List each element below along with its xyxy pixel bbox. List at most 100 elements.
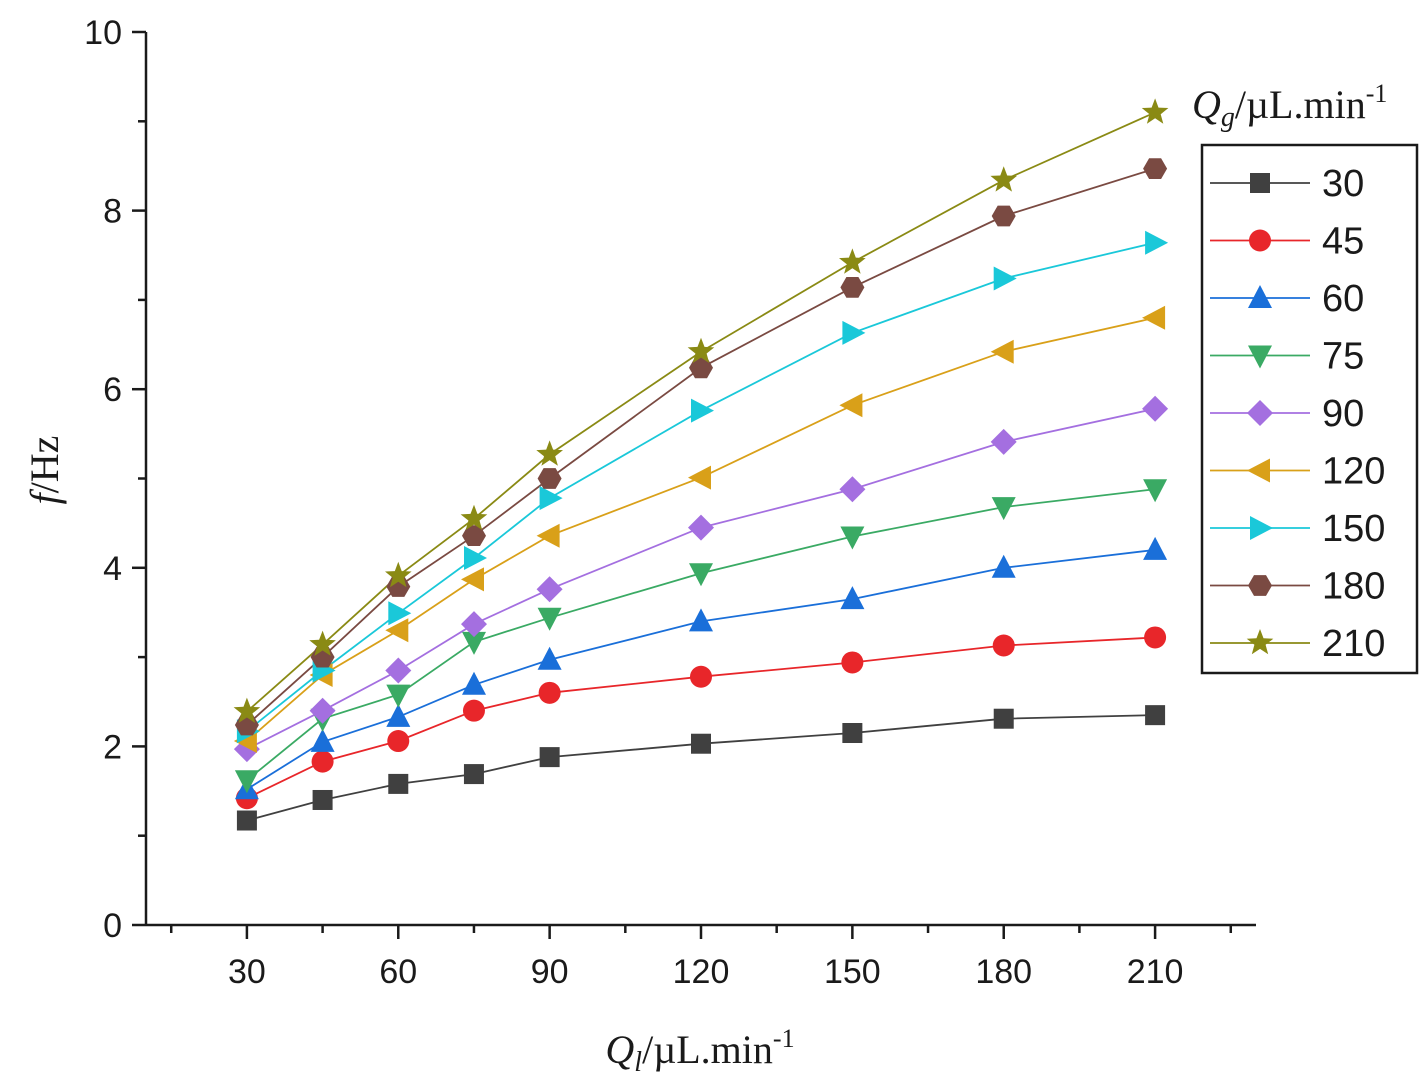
data-point-60 <box>310 728 335 752</box>
legend-label-210: 210 <box>1322 623 1385 665</box>
data-point-90 <box>688 514 714 541</box>
data-point-120 <box>536 523 560 548</box>
data-point-45 <box>387 730 410 753</box>
data-point-90 <box>536 576 563 603</box>
data-point-90 <box>990 428 1017 455</box>
legend-marker-45 <box>1249 229 1271 252</box>
series-lines <box>246 111 1156 822</box>
data-point-150 <box>691 398 714 423</box>
data-point-210 <box>687 337 715 363</box>
data-point-60 <box>537 646 562 670</box>
data-point-75 <box>840 526 865 550</box>
data-point-30 <box>993 708 1014 729</box>
data-point-45 <box>462 699 485 722</box>
series-line-180 <box>246 167 1156 726</box>
legend-marker-180 <box>1248 575 1272 596</box>
data-point-180 <box>991 205 1016 227</box>
legend-label-90: 90 <box>1322 393 1364 435</box>
data-point-150 <box>464 546 487 570</box>
x-tick-label: 30 <box>228 953 266 991</box>
legend-marker-60 <box>1248 285 1272 308</box>
data-point-30 <box>1145 705 1166 726</box>
data-point-150 <box>842 320 866 345</box>
data-point-60 <box>689 608 713 632</box>
legend-label-30: 30 <box>1322 163 1364 205</box>
data-point-210 <box>839 248 866 274</box>
series-line-30 <box>246 714 1156 822</box>
data-point-45 <box>311 750 334 773</box>
data-point-180 <box>537 468 562 489</box>
y-tick-label: 0 <box>103 907 122 945</box>
data-point-150 <box>539 486 563 511</box>
legend: 30 45 60 75 90 120 150 180 210 <box>1200 143 1419 675</box>
data-point-90 <box>1142 395 1169 422</box>
y-axis-title: f/Hz <box>22 436 67 505</box>
legend-label-75: 75 <box>1322 336 1364 378</box>
data-point-210 <box>1141 98 1169 124</box>
data-point-60 <box>386 703 411 727</box>
data-point-180 <box>689 357 713 379</box>
data-point-30 <box>312 789 333 810</box>
data-point-45 <box>841 651 864 674</box>
data-point-120 <box>461 567 484 592</box>
x-tick-label: 60 <box>379 953 417 991</box>
y-tick-label: 10 <box>84 14 122 52</box>
legend-marker-90 <box>1247 400 1273 426</box>
legend-marker-75 <box>1248 345 1272 369</box>
y-tick-label: 6 <box>103 371 122 409</box>
legend-marker-150 <box>1250 516 1273 540</box>
legend-marker-30 <box>1250 173 1270 193</box>
data-point-210 <box>385 561 412 588</box>
data-point-75 <box>462 631 486 655</box>
data-point-75 <box>689 563 713 587</box>
data-point-210 <box>990 166 1017 192</box>
data-point-30 <box>388 773 409 794</box>
data-point-120 <box>1142 305 1166 330</box>
legend-label-60: 60 <box>1322 278 1364 320</box>
data-point-30 <box>691 733 711 754</box>
data-point-60 <box>1143 536 1168 560</box>
data-point-180 <box>840 277 865 298</box>
data-point-180 <box>462 525 486 546</box>
x-tick-label: 90 <box>531 953 569 991</box>
data-point-60 <box>462 671 486 695</box>
data-point-210 <box>309 630 336 656</box>
data-point-180 <box>1143 158 1168 179</box>
data-point-120 <box>839 393 863 418</box>
data-point-90 <box>309 697 336 724</box>
data-point-30 <box>236 810 257 831</box>
legend-title: Qg/µL.min-1 <box>1192 79 1387 133</box>
legend-label-150: 150 <box>1322 508 1385 550</box>
data-point-75 <box>537 607 562 631</box>
legend-marker-210 <box>1246 629 1274 655</box>
data-point-150 <box>388 601 412 626</box>
x-tick-label: 150 <box>824 953 881 991</box>
x-tick-label: 120 <box>673 953 730 991</box>
data-point-30 <box>842 723 863 744</box>
data-point-210 <box>233 697 261 723</box>
data-point-210 <box>536 440 563 466</box>
y-tick-label: 2 <box>103 728 122 766</box>
data-point-30 <box>539 747 560 768</box>
data-point-60 <box>991 554 1016 578</box>
x-tick-label: 180 <box>975 953 1032 991</box>
data-point-90 <box>461 611 487 638</box>
data-point-45 <box>538 681 561 704</box>
legend-label-120: 120 <box>1322 451 1385 493</box>
data-point-30 <box>463 764 484 785</box>
data-point-60 <box>840 586 865 610</box>
data-point-90 <box>839 476 866 503</box>
x-axis-title: Ql/µL.min-1 <box>605 1024 794 1078</box>
data-point-210 <box>460 504 488 530</box>
data-point-75 <box>386 684 411 708</box>
data-point-45 <box>690 665 712 688</box>
y-tick-label: 8 <box>103 193 122 231</box>
data-point-120 <box>990 339 1014 364</box>
data-point-120 <box>385 618 409 643</box>
x-tick-label: 210 <box>1127 953 1184 991</box>
legend-label-180: 180 <box>1322 566 1385 608</box>
y-tick-label: 4 <box>103 550 122 588</box>
data-point-90 <box>385 657 412 684</box>
data-point-150 <box>1145 230 1169 255</box>
